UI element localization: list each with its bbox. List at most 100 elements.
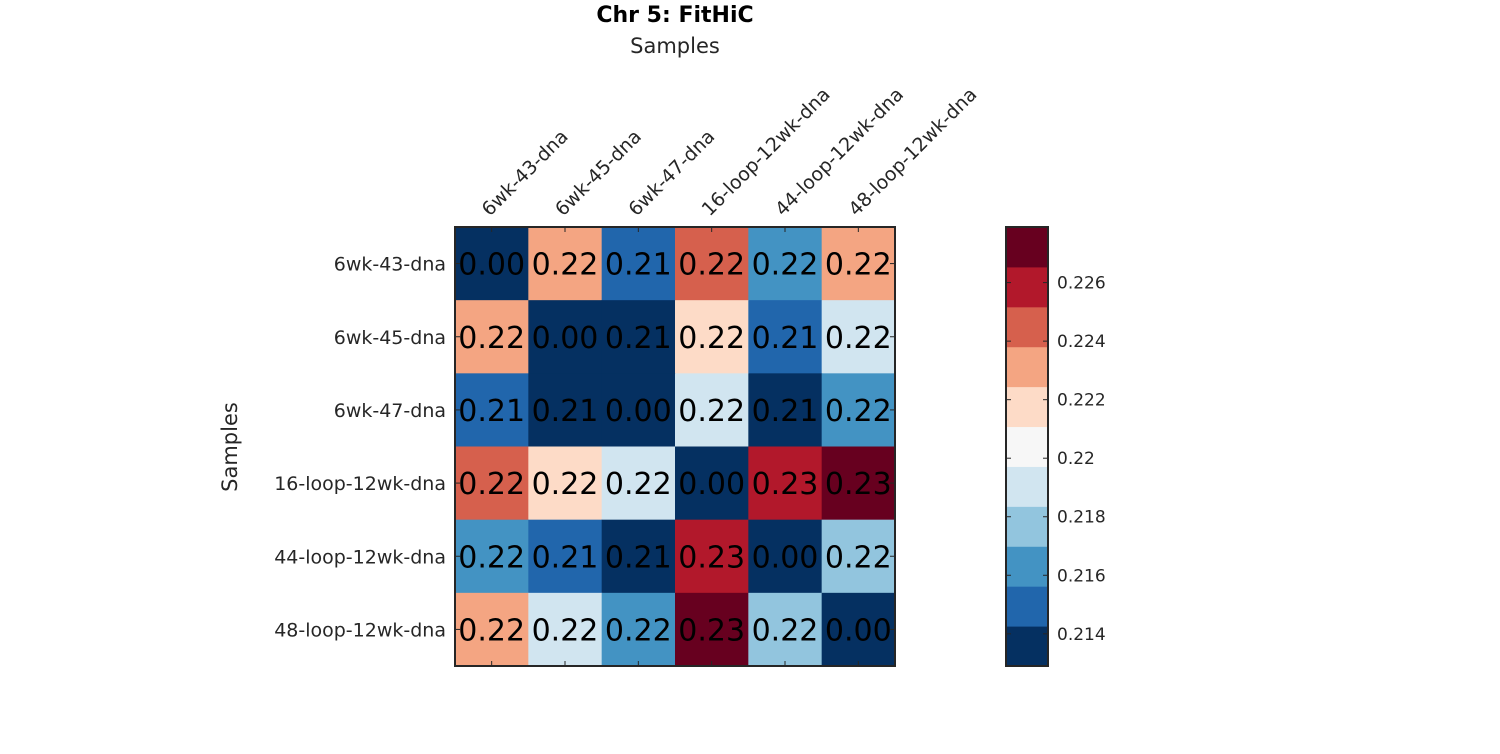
cell-value-label: 0.22 xyxy=(752,248,819,283)
colorbar-segment xyxy=(1006,346,1048,388)
heatmap-cell xyxy=(528,227,603,301)
heatmap-cell-labels: 0.00 0.22 0.21 0.22 0.22 0.220.22 0.00 0.21 0.22… xyxy=(458,248,891,649)
colorbar-tick-label: 0.216 xyxy=(1057,566,1106,586)
cell-value-label: 0.23 xyxy=(678,613,745,648)
cell-value-label: 0.22 xyxy=(532,467,599,502)
heatmap-cell xyxy=(748,227,823,301)
colorbar-tick-label: 0.214 xyxy=(1057,625,1106,645)
heatmap-cell xyxy=(748,592,823,667)
colorbar-segment xyxy=(1006,426,1048,467)
heatmap-cell xyxy=(455,227,529,301)
colorbar-tick-label: 0.22 xyxy=(1057,449,1095,469)
cell-value-label: 0.22 xyxy=(532,248,599,283)
heatmap-cell xyxy=(748,519,823,594)
cell-value-label: 0.21 xyxy=(532,540,599,575)
colorbar-segment xyxy=(1006,386,1048,428)
heatmap-cell xyxy=(821,373,896,447)
heatmap-cell xyxy=(821,300,896,374)
cell-value-label: 0.23 xyxy=(678,540,745,575)
colorbar-segment xyxy=(1006,506,1048,547)
colorbar-segment xyxy=(1006,266,1048,308)
colorbar-tick-label: 0.222 xyxy=(1057,391,1106,411)
y-tick-label: 16-loop-12wk-dna xyxy=(274,473,446,495)
cell-value-label: 0.22 xyxy=(605,467,672,502)
heatmap-cell xyxy=(675,300,749,374)
cell-value-label: 0.21 xyxy=(605,248,672,283)
cell-value-label: 0.22 xyxy=(825,394,892,429)
heatmap-cell xyxy=(748,373,823,447)
heatmap-cell xyxy=(748,446,823,521)
x-tick-label: 48-loop-12wk-dna xyxy=(844,83,981,220)
colorbar-segment xyxy=(1006,227,1048,268)
colorbar-tick-label: 0.226 xyxy=(1057,274,1106,294)
heatmap-cell xyxy=(675,373,749,447)
heatmap-cell xyxy=(528,373,603,447)
colorbar-tick-label: 0.224 xyxy=(1057,332,1106,352)
heatmap-cell xyxy=(455,592,529,667)
cell-value-label: 0.22 xyxy=(532,613,599,648)
y-tick-label: 6wk-47-dna xyxy=(334,400,446,422)
cell-value-label: 0.21 xyxy=(458,394,525,429)
cell-value-label: 0.22 xyxy=(678,321,745,356)
cell-value-label: 0.23 xyxy=(825,467,892,502)
heatmap-cell xyxy=(821,519,896,594)
cell-value-label: 0.22 xyxy=(678,248,745,283)
heatmap-cell xyxy=(601,446,676,521)
heatmap-cell xyxy=(528,300,603,374)
colorbar: 0.214 0.216 0.218 0.22 0.222 0.224 0.226 xyxy=(1005,226,1106,667)
heatmap-cell xyxy=(601,227,676,301)
heatmap-cell xyxy=(601,592,676,667)
plot-frame xyxy=(454,226,896,667)
x-tick-label: 16-loop-12wk-dna xyxy=(698,83,835,220)
cell-value-label: 0.00 xyxy=(605,394,672,429)
cell-value-label: 0.00 xyxy=(458,248,525,283)
heatmap-cell xyxy=(455,446,529,521)
heatmap-cell xyxy=(675,592,749,667)
cell-value-label: 0.22 xyxy=(825,540,892,575)
y-tick-label: 6wk-45-dna xyxy=(334,327,446,349)
cell-value-label: 0.22 xyxy=(458,613,525,648)
heatmap-cell xyxy=(675,519,749,594)
y-tick-label: 48-loop-12wk-dna xyxy=(274,619,446,641)
x-axis-label: Samples xyxy=(630,34,720,58)
cell-value-label: 0.23 xyxy=(752,467,819,502)
heatmap-cell xyxy=(455,300,529,374)
heatmap-cell xyxy=(675,446,749,521)
heatmap-cell xyxy=(748,300,823,374)
y-axis-label: Samples xyxy=(218,402,242,492)
cell-value-label: 0.21 xyxy=(605,321,672,356)
colorbar-segment xyxy=(1006,546,1048,587)
cell-value-label: 0.22 xyxy=(678,394,745,429)
cell-value-label: 0.21 xyxy=(752,321,819,356)
heatmap-cell xyxy=(601,519,676,594)
cell-value-label: 0.21 xyxy=(532,394,599,429)
colorbar-tick-label: 0.218 xyxy=(1057,508,1106,528)
heatmap-cell xyxy=(455,519,529,594)
cell-value-label: 0.21 xyxy=(752,394,819,429)
colorbar-segment xyxy=(1006,586,1048,627)
cell-value-label: 0.00 xyxy=(825,613,892,648)
y-tick-label: 6wk-43-dna xyxy=(334,254,446,276)
cell-value-label: 0.22 xyxy=(825,321,892,356)
y-tick-label: 44-loop-12wk-dna xyxy=(274,546,446,568)
heatmap-cell xyxy=(528,519,603,594)
cell-value-label: 0.00 xyxy=(678,467,745,502)
cell-value-label: 0.22 xyxy=(458,321,525,356)
colorbar-segment xyxy=(1006,626,1048,667)
cell-value-label: 0.00 xyxy=(752,540,819,575)
heatmap-cell xyxy=(821,592,896,667)
heatmap-cell xyxy=(675,227,749,301)
cell-value-label: 0.22 xyxy=(458,467,525,502)
cell-value-label: 0.00 xyxy=(532,321,599,356)
colorbar-frame xyxy=(1005,226,1049,667)
heatmap-cell xyxy=(528,446,603,521)
cell-value-label: 0.22 xyxy=(825,248,892,283)
cell-value-label: 0.22 xyxy=(605,613,672,648)
heatmap-cell xyxy=(455,373,529,447)
colorbar-segment xyxy=(1006,466,1048,507)
cell-value-label: 0.22 xyxy=(458,540,525,575)
heatmap-cell xyxy=(601,300,676,374)
cell-value-label: 0.21 xyxy=(605,540,672,575)
